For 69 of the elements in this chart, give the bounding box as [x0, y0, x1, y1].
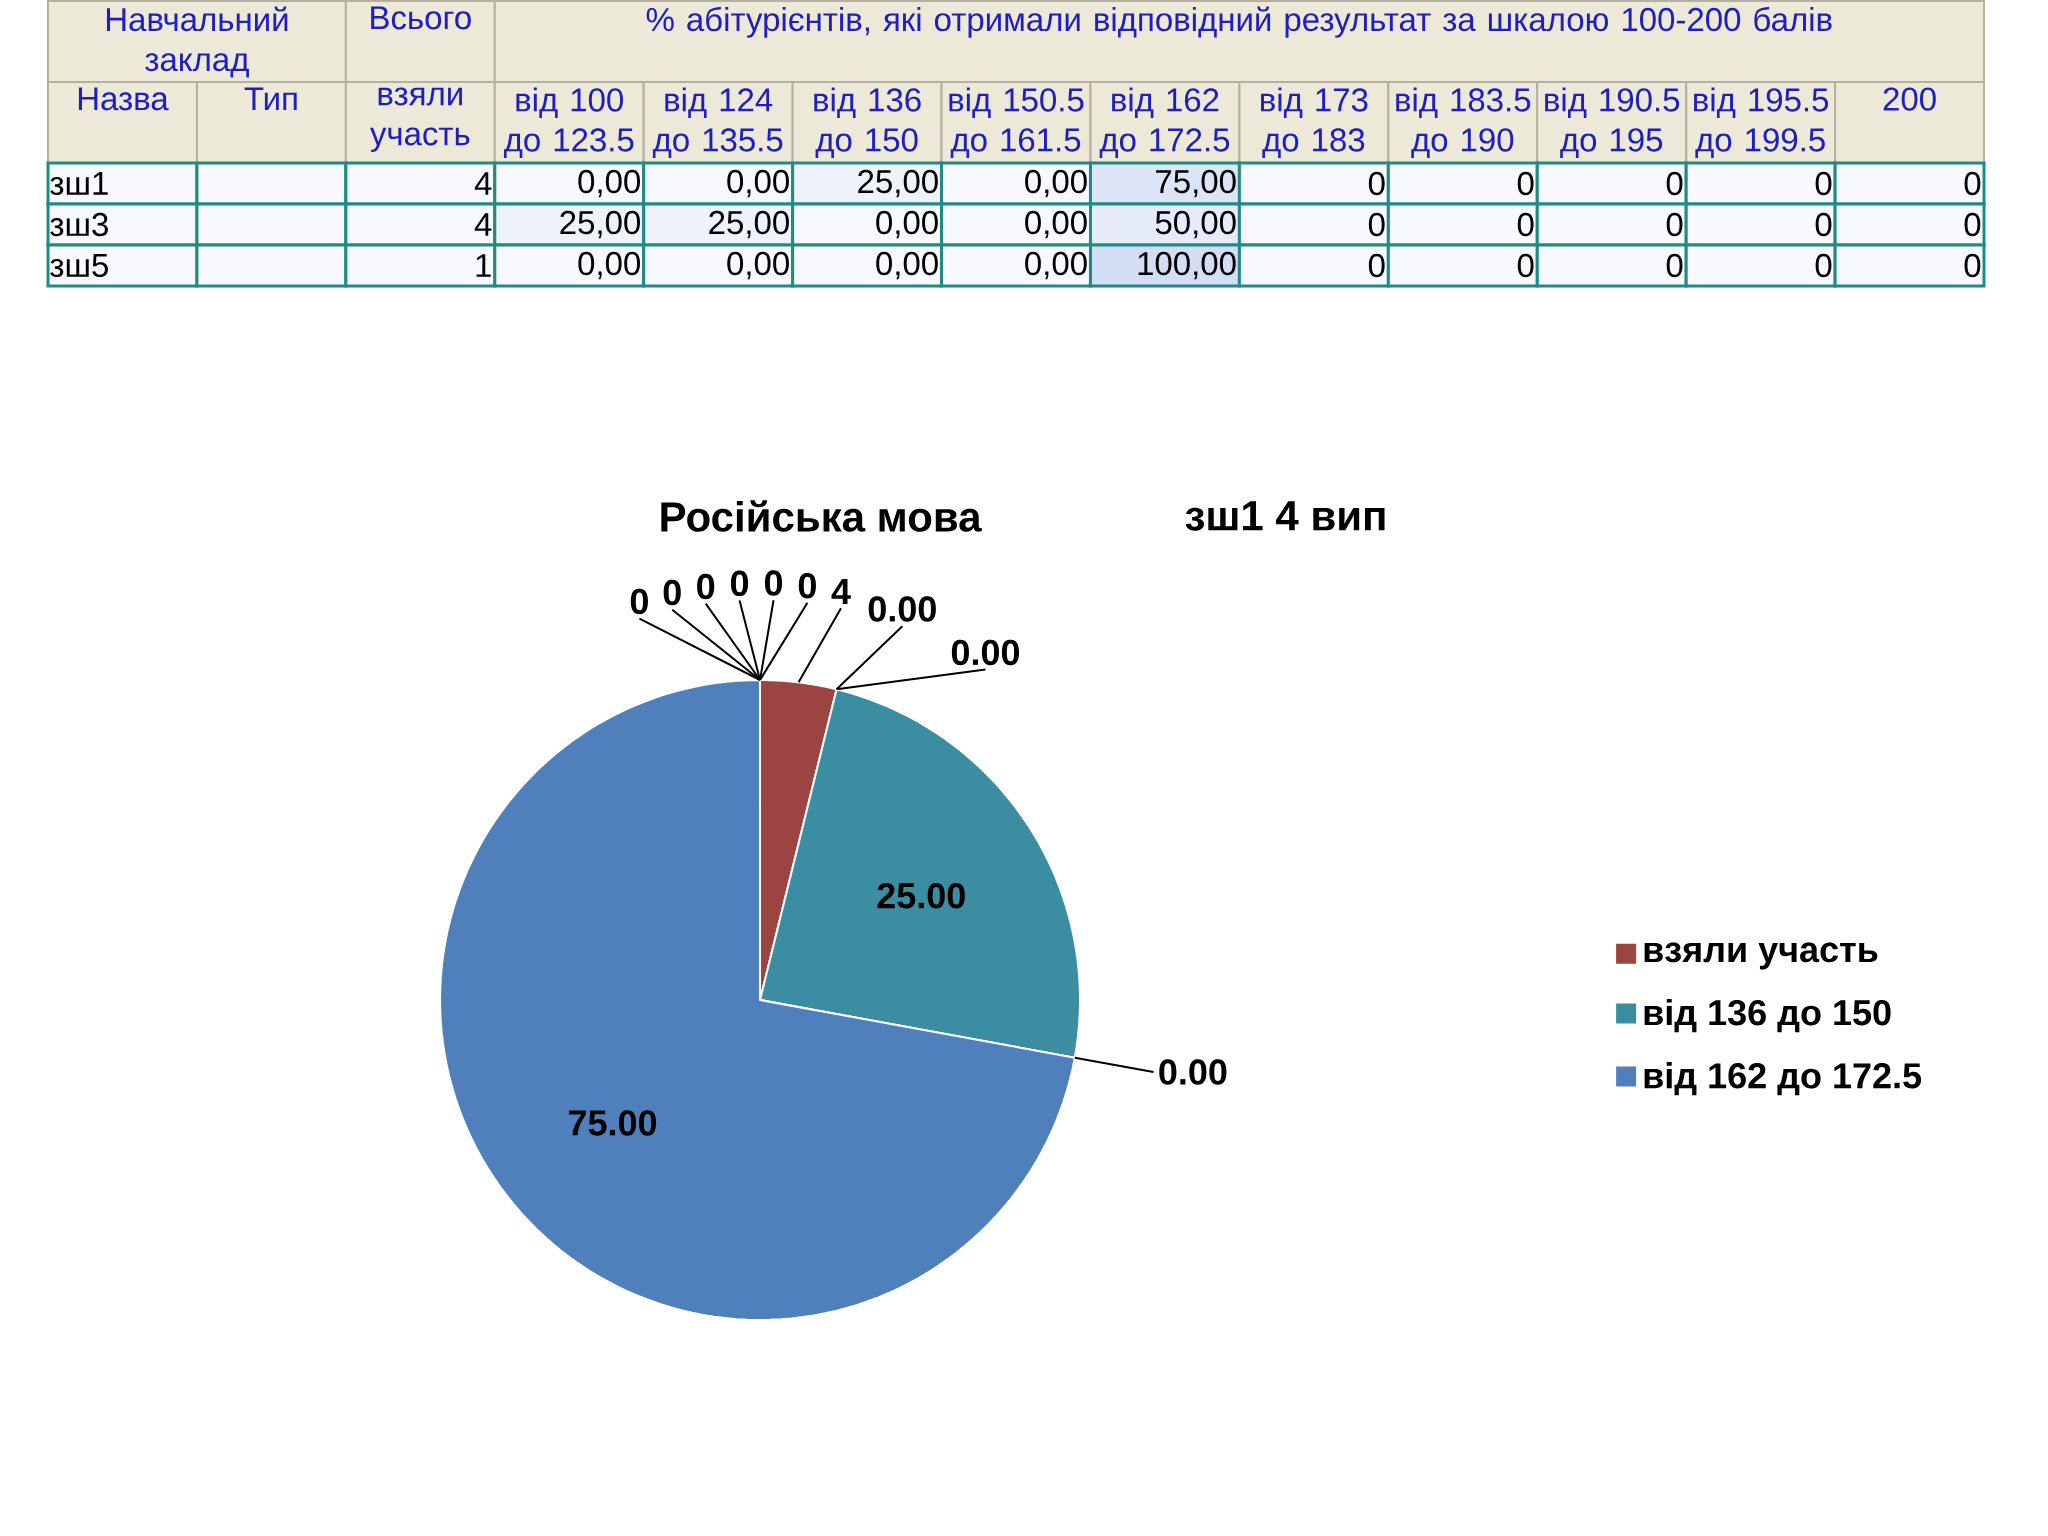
- data-label: 0,00: [727, 169, 789, 198]
- chart-title: Російська мова: [661, 500, 982, 532]
- x-tick-label: від 162 до 172.5: [1099, 87, 1230, 158]
- x-tick-label: від 150.5 до 161.5: [949, 87, 1084, 158]
- data-label: 0: [1666, 212, 1683, 237]
- text: 0: [764, 570, 783, 596]
- text: 0: [730, 570, 749, 597]
- text: 0.00: [1159, 1059, 1227, 1085]
- data-label: 0: [1517, 253, 1534, 278]
- x-tick-label: 200: [1883, 87, 1936, 111]
- y-tick-label: зш5: [50, 253, 108, 278]
- legend-label: від 136 до 150: [1644, 998, 1891, 1033]
- data-label: 25,00: [858, 169, 938, 198]
- data-label: 0: [1815, 253, 1832, 278]
- data-label: 0,00: [727, 251, 789, 280]
- y-axis-title: Назва: [78, 87, 169, 111]
- data-label: 25,00: [709, 210, 789, 239]
- data-label: 4: [474, 172, 492, 195]
- x-tick-label: від 173 до 183: [1261, 87, 1368, 158]
- x-tick-label: від 190.5 до 195: [1545, 87, 1680, 158]
- data-label: 0: [1964, 253, 1981, 278]
- data-label: 0: [1666, 253, 1683, 278]
- data-label: 50,00: [1155, 210, 1236, 239]
- data-label: 1: [476, 254, 491, 277]
- data-label: 0,00: [578, 251, 641, 280]
- data-label: 0: [1964, 171, 1981, 196]
- data-label: 0: [1368, 171, 1385, 196]
- data-label: 4: [831, 579, 851, 604]
- data-label: 0,00: [1025, 169, 1087, 198]
- data-label: 25.00: [877, 882, 965, 909]
- data-label: 25,00: [560, 210, 640, 239]
- text: 0: [697, 573, 715, 600]
- data-label: 0: [1517, 212, 1534, 237]
- text: 0: [798, 572, 816, 599]
- x-tick-label: від 136 до 150: [814, 87, 921, 158]
- y-tick-label: зш1: [50, 171, 108, 196]
- x-tick-label: від 183.5 до 190: [1396, 87, 1531, 158]
- text: Всього: [371, 6, 471, 30]
- data-label: 0: [1368, 253, 1385, 278]
- data-label: 75.00: [569, 1110, 657, 1136]
- x-tick-label: взяли участь: [369, 87, 470, 152]
- legend-label: взяли участь: [1644, 942, 1878, 970]
- legend-label: від 162 до 172.5: [1644, 1062, 1922, 1096]
- data-label: 0: [1368, 212, 1385, 237]
- data-label: 0: [1815, 212, 1832, 237]
- data-label: 0: [1964, 212, 1981, 237]
- text: % абітурієнтів, які отримали відповідний результат за шкалою 100-200 балів: [646, 6, 1832, 38]
- data-label: 0,00: [1025, 210, 1087, 239]
- x-tick-label: від 100 до 123.5: [503, 87, 634, 158]
- data-label: 0: [1815, 171, 1832, 196]
- data-label: 0,00: [876, 210, 938, 239]
- data-label: 0: [1517, 171, 1534, 196]
- y-tick-label: зш3: [50, 212, 108, 237]
- data-label: 100,00: [1138, 251, 1236, 280]
- data-label: 0,00: [876, 251, 938, 280]
- text: 0: [630, 588, 648, 615]
- data-label: 0: [1666, 171, 1683, 196]
- text: 0.00: [868, 596, 936, 622]
- data-label: 4: [474, 213, 492, 236]
- chart-subtitle: зш1 4 вип: [1185, 501, 1385, 531]
- text: 0.00: [951, 639, 1020, 666]
- text: 0: [663, 579, 681, 606]
- x-tick-label: від 195.5 до 199.5: [1694, 87, 1829, 158]
- text: Навчальний заклад: [106, 6, 288, 78]
- data-label: 0,00: [578, 169, 641, 198]
- x-tick-label: Тип: [244, 87, 297, 111]
- x-tick-label: від 124 до 135.5: [652, 87, 783, 158]
- data-label: 0,00: [1025, 251, 1087, 280]
- data-label: 75,00: [1156, 169, 1236, 198]
